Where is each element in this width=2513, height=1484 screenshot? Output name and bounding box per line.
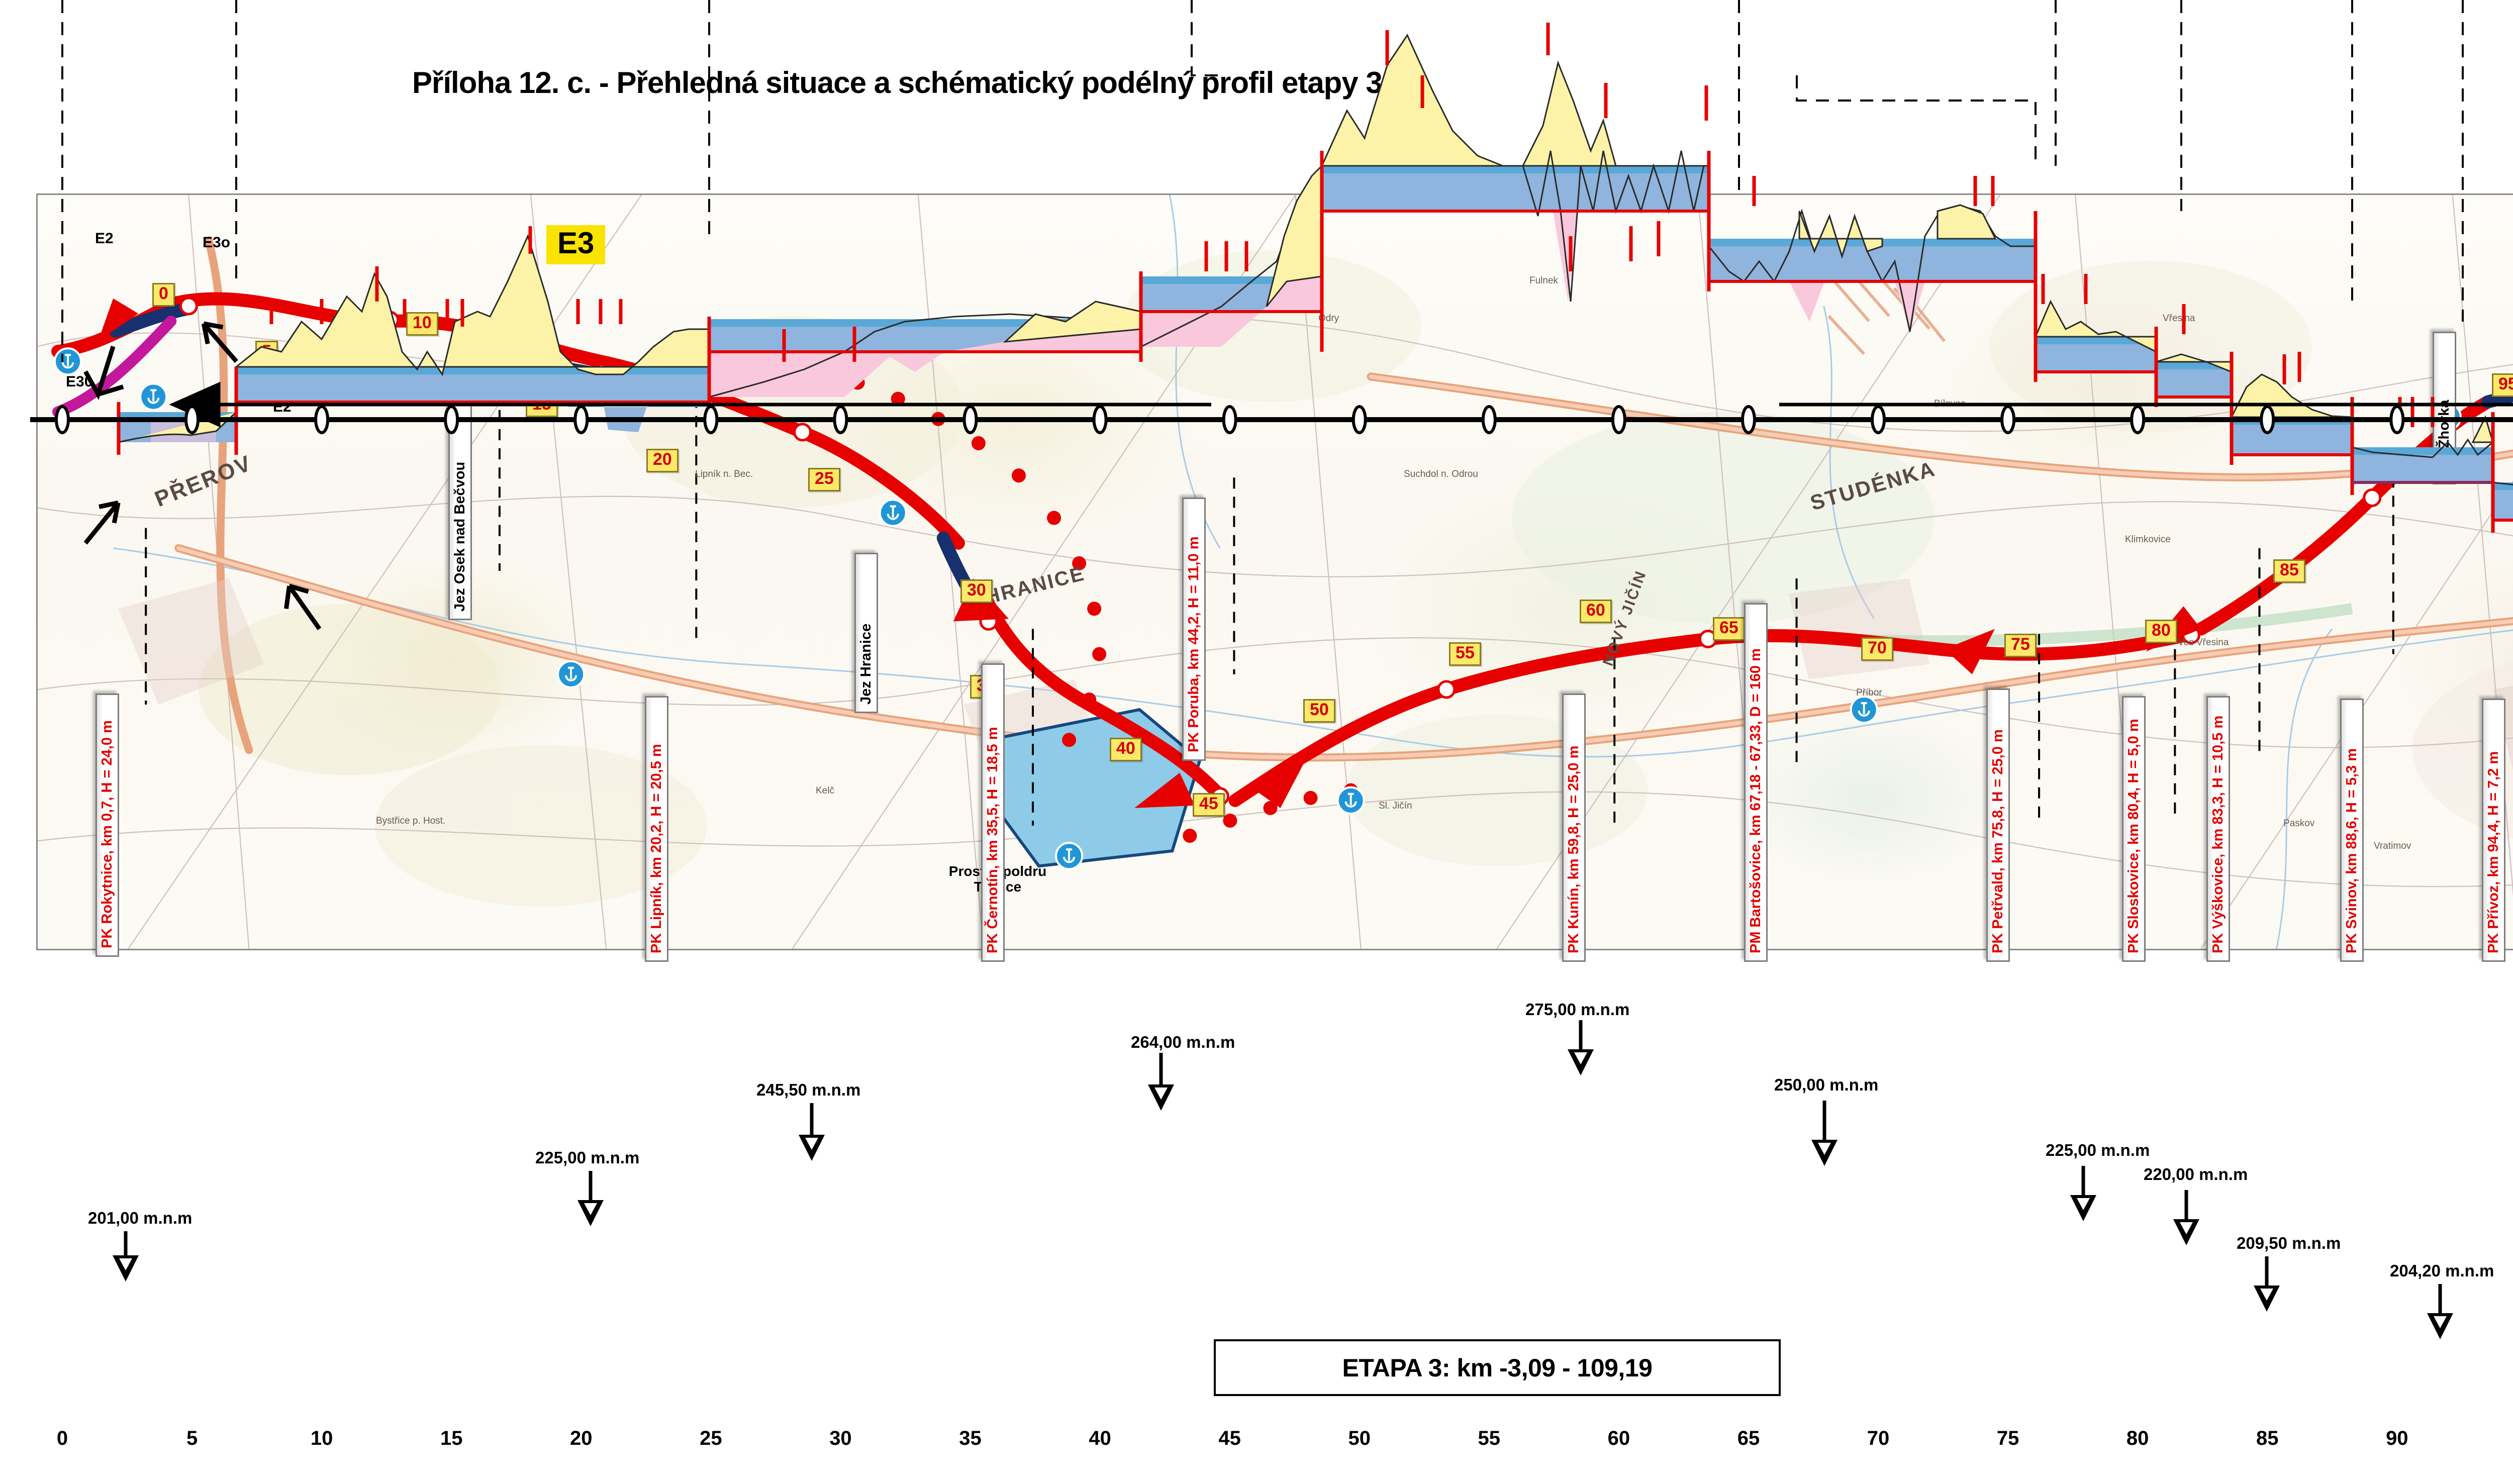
km-badge-60[interactable]: 60 <box>1580 600 1612 623</box>
elevation-arrow-icon <box>1568 1020 1594 1075</box>
km-badge-30[interactable]: 30 <box>960 579 993 603</box>
elevation-label: 225,00 m.n.m <box>535 1148 640 1167</box>
axis-tick-label: 15 <box>440 1427 463 1449</box>
axis-tick <box>2000 405 2016 434</box>
elevation-label: 220,00 m.n.m <box>2144 1165 2248 1183</box>
elevation-label: 245,50 m.n.m <box>756 1080 861 1099</box>
km-badge-50[interactable]: 50 <box>1303 699 1335 723</box>
axis-tick-label: 10 <box>310 1427 333 1449</box>
elevation-arrow-icon <box>113 1231 139 1281</box>
axis-tick <box>2389 405 2405 434</box>
elevation-arrow-icon <box>2070 1166 2096 1221</box>
axis-tick <box>833 405 848 434</box>
km-badge-65[interactable]: 65 <box>1713 617 1745 641</box>
page-title: Příloha 12. c. - Přehledná situace a sch… <box>412 66 1383 100</box>
axis-tick <box>1222 405 1237 434</box>
elevation-label: 209,50 m.n.m <box>2237 1234 2341 1252</box>
axis-tick <box>444 405 459 434</box>
axis-tick-label: 65 <box>1737 1427 1760 1449</box>
km-badge-20[interactable]: 20 <box>646 449 679 472</box>
axis-tick-label: 20 <box>570 1427 593 1449</box>
stage-connector-label: E2 <box>95 230 114 247</box>
axis-tick-label: 75 <box>1996 1427 2019 1449</box>
elevation-arrow-icon <box>1148 1053 1174 1111</box>
elevation-arrow-icon <box>2254 1256 2280 1312</box>
elevation-arrow-icon <box>2427 1284 2453 1339</box>
km-badge-45[interactable]: 45 <box>1193 793 1225 817</box>
km-badge-75[interactable]: 75 <box>2004 634 2037 657</box>
km-badge-95[interactable]: 95 <box>2492 373 2513 397</box>
axis-tick-label: 55 <box>1478 1427 1501 1449</box>
axis-tick <box>1092 405 1108 434</box>
map-callout-label: PK Lipník, km 20,2, H = 20,5 m <box>645 696 668 962</box>
elevation-arrow-icon <box>1811 1101 1838 1166</box>
map-callout-label: PK Poruba, km 44,2, H = 11,0 m <box>1182 498 1206 761</box>
elevation-label: 201,00 m.n.m <box>88 1209 192 1227</box>
axis-tick-label: 45 <box>1218 1427 1241 1449</box>
axis-tick <box>55 405 70 434</box>
stage-connector-label: E3o <box>203 234 231 251</box>
elevation-label: 225,00 m.n.m <box>2046 1141 2150 1159</box>
map-callout-label: PK Rokytnice, km 0,7, H = 24,0 m <box>95 694 119 957</box>
axis-tick-label: 40 <box>1089 1427 1111 1449</box>
map-callout-label: PM Bartošovice, km 67,18 - 67,33, D = 16… <box>1744 603 1768 962</box>
km-badge-25[interactable]: 25 <box>808 468 840 491</box>
axis-tick-label: 0 <box>56 1427 68 1449</box>
map-callout-label: PK Svinov, km 88,6, H = 5,3 m <box>2340 699 2364 962</box>
axis-tick <box>184 405 200 434</box>
map-callout-label: PK Přívoz, km 94,4, H = 7,2 m <box>2482 699 2505 962</box>
axis-tick-label: 5 <box>186 1427 198 1449</box>
map-callout-label: PK Petřvald, km 75,8, H = 25,0 m <box>1986 688 2010 962</box>
axis-tick-label: 80 <box>2126 1427 2149 1449</box>
map-callout-label: PK Sloskovice, km 80,4, H = 5,0 m <box>2122 696 2146 962</box>
elevation-label: 264,00 m.n.m <box>1131 1033 1235 1051</box>
elevation-label: 275,00 m.n.m <box>1525 1000 1630 1019</box>
map-callout-label: PK Černotín, km 35,5, H = 18,5 m <box>981 663 1005 962</box>
axis-tick-label: 90 <box>2386 1427 2408 1449</box>
axis-tick <box>1741 405 1756 434</box>
elevation-label: 250,00 m.n.m <box>1774 1075 1879 1094</box>
axis-tick-label: 85 <box>2256 1427 2279 1449</box>
axis-tick <box>1611 405 1626 434</box>
km-badge-40[interactable]: 40 <box>1110 738 1142 761</box>
axis-tick-label: 60 <box>1607 1427 1630 1449</box>
km-badge-10[interactable]: 10 <box>406 312 438 336</box>
km-badge-80[interactable]: 80 <box>2145 620 2177 643</box>
axis-tick <box>962 405 978 434</box>
map-callout-label: PK Výškovice, km 83,3, H = 10,5 m <box>2206 696 2230 962</box>
axis-tick <box>2260 405 2275 434</box>
axis-tick <box>314 405 330 434</box>
map-callout-label: PK Kunín, km 59,8, H = 25,0 m <box>1562 694 1586 962</box>
km-badge-55[interactable]: 55 <box>1449 642 1481 666</box>
elevation-label: 204,20 m.n.m <box>2390 1261 2494 1280</box>
axis-tick-label: 30 <box>829 1427 852 1449</box>
elevation-arrow-icon <box>2173 1190 2199 1245</box>
axis-tick <box>1351 405 1367 434</box>
axis-tick <box>1481 405 1497 434</box>
axis-tick-label: 35 <box>959 1427 982 1449</box>
stage-connector-label: E30 <box>66 373 93 390</box>
km-badge-70[interactable]: 70 <box>1861 637 1893 661</box>
axis-tick <box>703 405 719 434</box>
axis-tick-label: 25 <box>700 1427 722 1449</box>
axis-tick <box>1871 405 1886 434</box>
elevation-arrow-icon <box>577 1171 604 1226</box>
axis-tick-label: 70 <box>1867 1427 1890 1449</box>
km-badge-85[interactable]: 85 <box>2273 559 2305 583</box>
axis-tick-label: 50 <box>1348 1427 1371 1449</box>
stage-extent-box: ETAPA 3: km -3,09 - 109,19 <box>1214 1339 1781 1396</box>
axis-tick <box>573 405 589 434</box>
longitudinal-profile-graphics <box>30 0 2513 533</box>
stage-extent-label: ETAPA 3: km -3,09 - 109,19 <box>1342 1353 1653 1382</box>
map-callout-label: Jez Hranice <box>854 553 878 713</box>
km-badge-0[interactable]: 0 <box>152 283 175 307</box>
stage-badge-e3: E3 <box>546 225 606 264</box>
axis-tick <box>2130 405 2146 434</box>
elevation-arrow-icon <box>799 1103 825 1161</box>
